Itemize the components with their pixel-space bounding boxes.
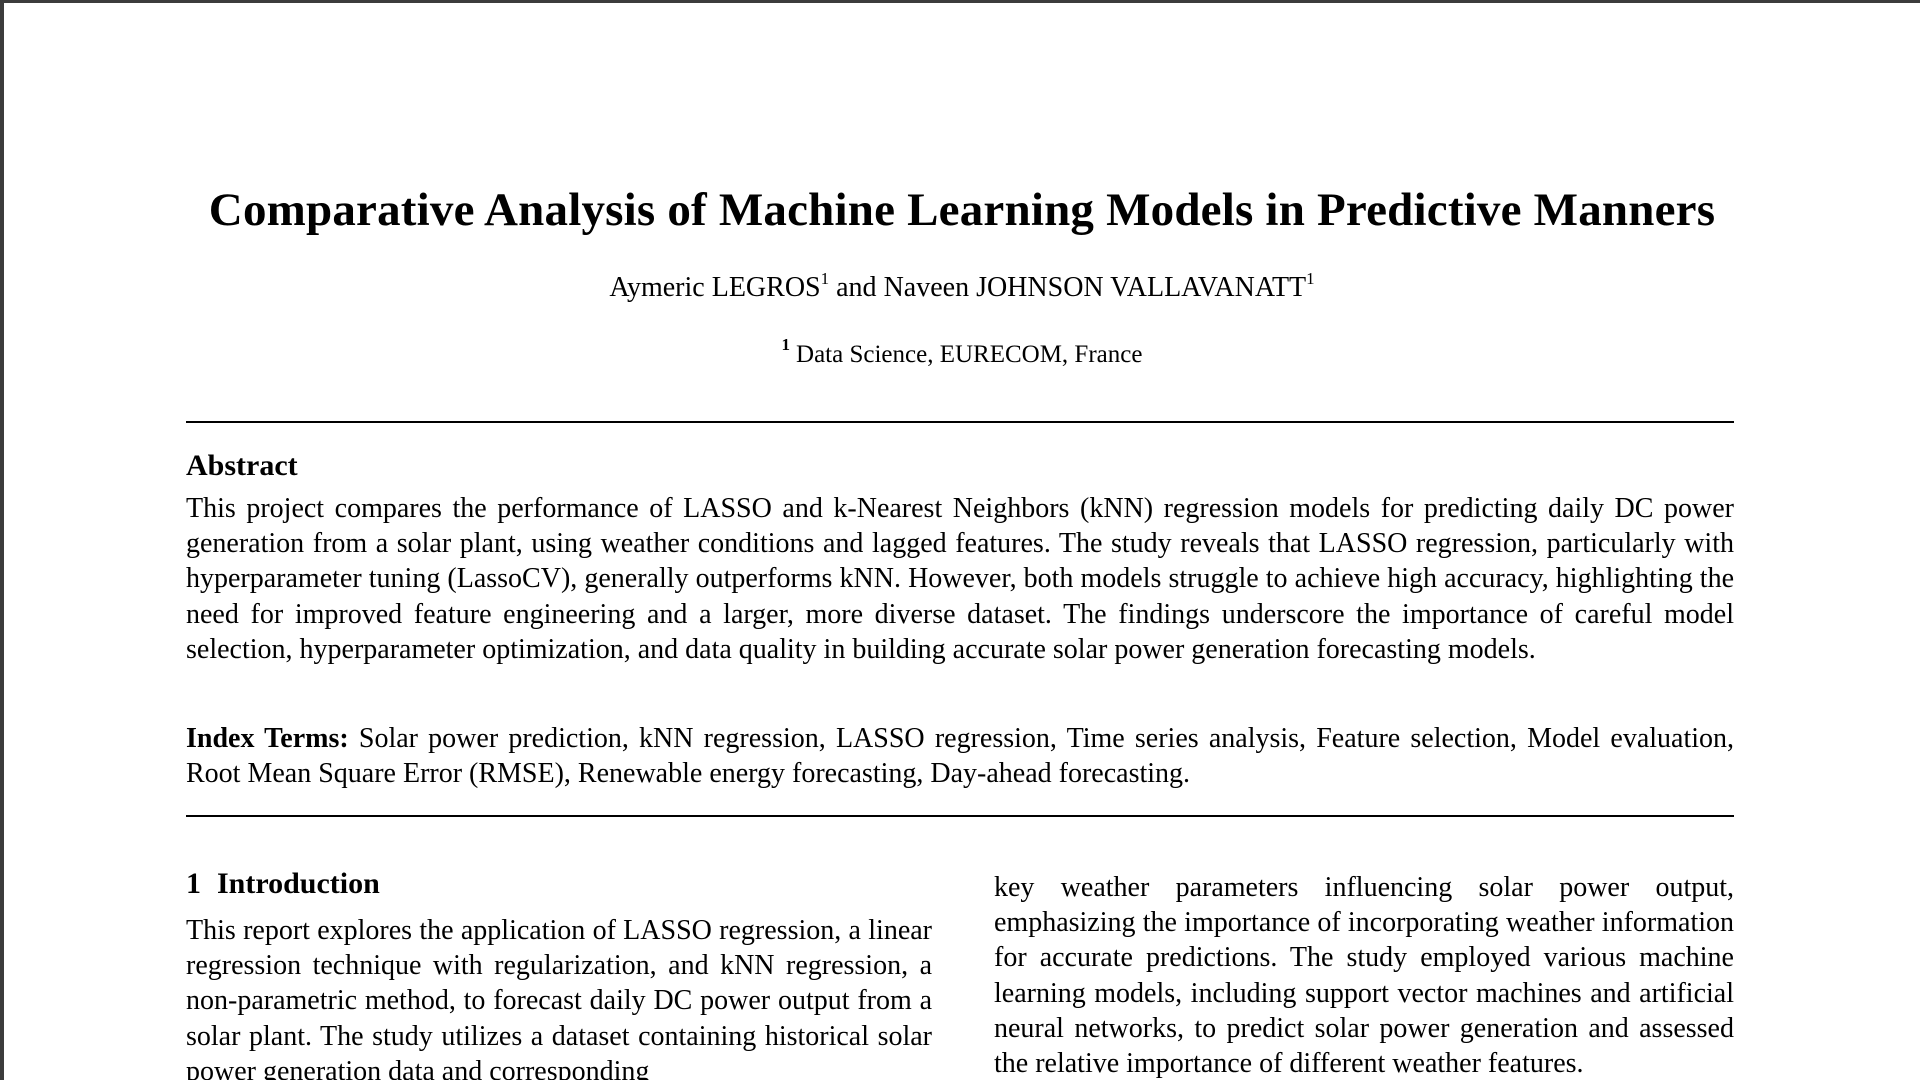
section-heading-introduction: 1 Introduction [186, 867, 380, 901]
introduction-right-column: key weather parameters influencing solar… [994, 872, 1734, 1080]
affiliation-text: Data Science, EURECOM, France [796, 341, 1143, 368]
author-name: Naveen JOHNSON VALLAVANATT [883, 272, 1307, 303]
affiliation-mark: 1 [781, 335, 791, 354]
author-connector: and [836, 272, 877, 303]
affiliation-mark: 1 [820, 269, 830, 288]
index-terms-text: Solar power prediction, kNN regression, … [186, 723, 1735, 790]
author-line: Aymeric LEGROS1 and Naveen JOHNSON VALLA… [4, 269, 1920, 304]
bottom-divider [186, 815, 1734, 817]
section-number: 1 [186, 867, 201, 900]
document-page: Comparative Analysis of Machine Learning… [4, 3, 1920, 1080]
paper-title: Comparative Analysis of Machine Learning… [208, 184, 1716, 236]
index-terms: Index Terms: Solar power prediction, kNN… [186, 721, 1734, 791]
author-name: Aymeric LEGROS [609, 272, 821, 303]
introduction-left-column: This report explores the application of … [186, 915, 932, 1080]
affiliation-mark: 1 [1306, 269, 1315, 288]
index-terms-label: Index Terms: [186, 723, 349, 754]
section-title: Introduction [217, 867, 380, 900]
top-divider [186, 421, 1734, 423]
abstract-heading: Abstract [186, 449, 298, 482]
abstract-text: This project compares the performance of… [186, 493, 1734, 665]
affiliation-line: 1 Data Science, EURECOM, France [4, 335, 1920, 369]
